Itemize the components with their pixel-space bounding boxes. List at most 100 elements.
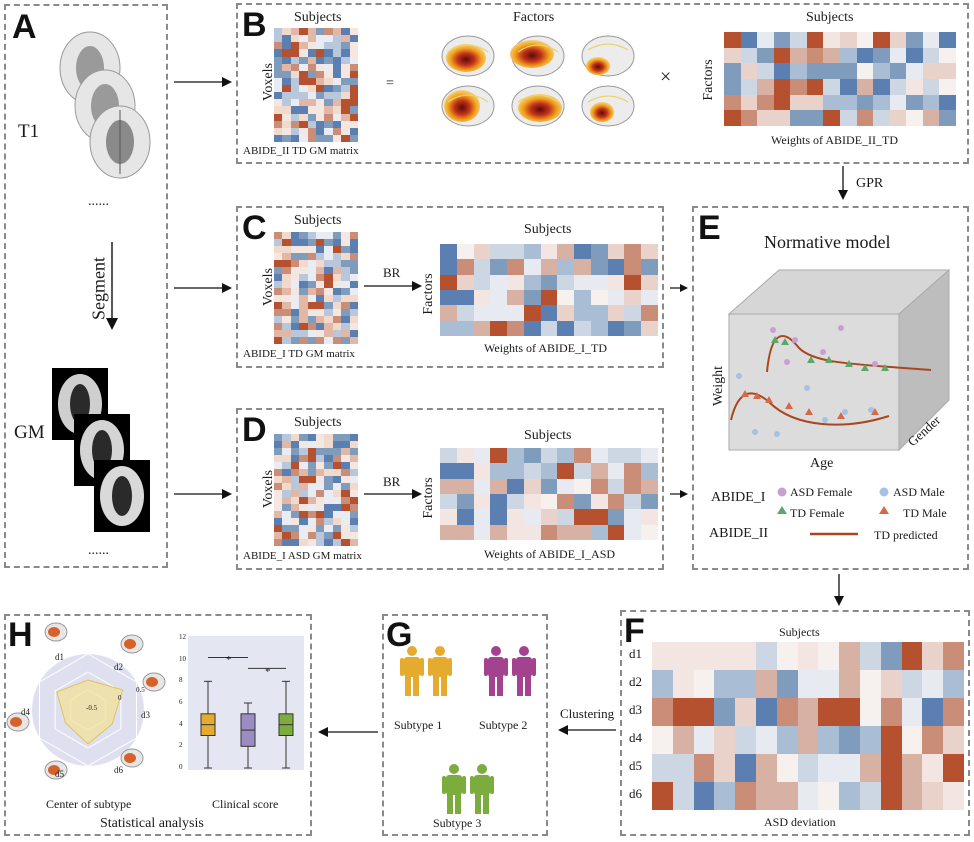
heatmap-cell — [859, 670, 881, 698]
heatmap-cell — [507, 509, 524, 525]
d-weights-matrix — [440, 448, 658, 540]
heatmap-cell — [307, 539, 316, 546]
g-subtype3: Subtype 3 — [433, 816, 482, 830]
heatmap-cell — [290, 483, 300, 490]
g-subtype-people — [400, 646, 536, 814]
heatmap-cell — [324, 323, 333, 330]
heatmap-cell — [315, 134, 325, 142]
heatmap-cell — [332, 28, 342, 36]
heatmap-cell — [473, 274, 491, 290]
heatmap-cell — [776, 642, 798, 670]
heatmap-cell — [939, 79, 956, 95]
heatmap-cell — [440, 448, 457, 464]
e-weight-axis: Weight — [711, 365, 726, 407]
heatmap-cell — [307, 274, 316, 281]
heatmap-cell — [839, 94, 857, 111]
heatmap-cell — [274, 483, 283, 490]
heatmap-cell — [652, 670, 673, 698]
heatmap-cell — [859, 782, 881, 810]
heatmap-cell — [282, 441, 291, 448]
heatmap-cell — [324, 49, 333, 57]
heatmap-cell — [557, 320, 575, 336]
h-clinical-caption: Clinical score — [212, 797, 279, 811]
heatmap-cell — [724, 110, 741, 126]
heatmap-cell — [349, 28, 358, 36]
radar-axis-label: d3 — [141, 710, 150, 720]
heatmap-cell — [290, 70, 300, 78]
heatmap-cell — [299, 253, 308, 260]
heatmap-cell — [440, 493, 457, 510]
heatmap-cell — [315, 295, 325, 302]
heatmap-cell — [574, 305, 591, 321]
heatmap-cell — [624, 524, 642, 540]
d-br-arrow — [364, 489, 422, 499]
heatmap-cell — [490, 493, 508, 510]
heatmap-cell — [307, 99, 316, 107]
arrow-a-to-b — [174, 77, 232, 87]
heatmap-cell — [341, 239, 350, 246]
heatmap-cell — [274, 337, 283, 344]
heatmap-cell — [757, 47, 774, 64]
heatmap-cell — [490, 274, 508, 290]
heatmap-cell — [557, 448, 575, 464]
heatmap-cell — [307, 302, 316, 309]
heatmap-cell — [324, 525, 333, 532]
heatmap-cell — [735, 782, 756, 810]
heatmap-cell — [641, 305, 658, 321]
heatmap-cell — [315, 469, 325, 476]
heatmap-cell — [349, 295, 358, 302]
heatmap-cell — [557, 493, 575, 510]
heatmap-cell — [349, 113, 358, 121]
ellipsis-top: ...... — [88, 194, 109, 209]
arrow-g-to-h — [318, 727, 378, 737]
heatmap-cell — [922, 110, 940, 126]
segment-label: Segment — [88, 257, 109, 320]
heatmap-cell — [624, 448, 642, 464]
heatmap-cell — [523, 274, 541, 290]
heatmap-cell — [315, 476, 325, 483]
heatmap-cell — [282, 274, 291, 281]
heatmap-cell — [652, 754, 673, 782]
radar-axis-label: d6 — [114, 765, 123, 775]
heatmap-cell — [724, 79, 741, 95]
heatmap-cell — [906, 110, 923, 126]
heatmap-cell — [299, 518, 308, 525]
heatmap-cell — [540, 305, 558, 321]
heatmap-cell — [332, 539, 342, 546]
c-weights-matrix — [440, 244, 658, 336]
heatmap-cell — [755, 754, 777, 782]
c-br-label: BR — [383, 265, 401, 280]
heatmap-cell — [332, 462, 342, 469]
c-matrix-caption: ABIDE_I TD GM matrix — [243, 348, 355, 360]
heatmap-cell — [507, 259, 524, 275]
heatmap-cell — [332, 42, 342, 50]
heatmap-cell — [299, 35, 308, 43]
heatmap-cell — [507, 463, 524, 479]
heatmap-cell — [693, 782, 715, 810]
heatmap-cell — [307, 330, 316, 337]
heatmap-cell — [290, 239, 300, 246]
heatmap-cell — [943, 670, 964, 698]
heatmap-cell — [299, 42, 308, 50]
heatmap-cell — [773, 110, 791, 126]
heatmap-cell — [540, 463, 558, 479]
heatmap-cell — [943, 642, 964, 670]
heatmap-cell — [332, 288, 342, 295]
heatmap-cell — [349, 246, 358, 253]
heatmap-cell — [922, 642, 944, 670]
heatmap-cell — [607, 509, 625, 525]
heatmap-cell — [307, 497, 316, 504]
heatmap-cell — [901, 782, 923, 810]
heatmap-cell — [332, 267, 342, 274]
heatmap-cell — [307, 434, 316, 441]
heatmap-cell — [290, 511, 300, 518]
b-subjects-right: Subjects — [806, 10, 854, 25]
heatmap-cell — [906, 79, 923, 95]
heatmap-cell — [839, 642, 860, 670]
heatmap-cell — [590, 509, 608, 525]
e-normative-3d-plot — [727, 268, 951, 452]
heatmap-cell — [324, 274, 333, 281]
heatmap-cell — [315, 441, 325, 448]
heatmap-cell — [282, 113, 291, 121]
heatmap-cell — [724, 47, 741, 64]
